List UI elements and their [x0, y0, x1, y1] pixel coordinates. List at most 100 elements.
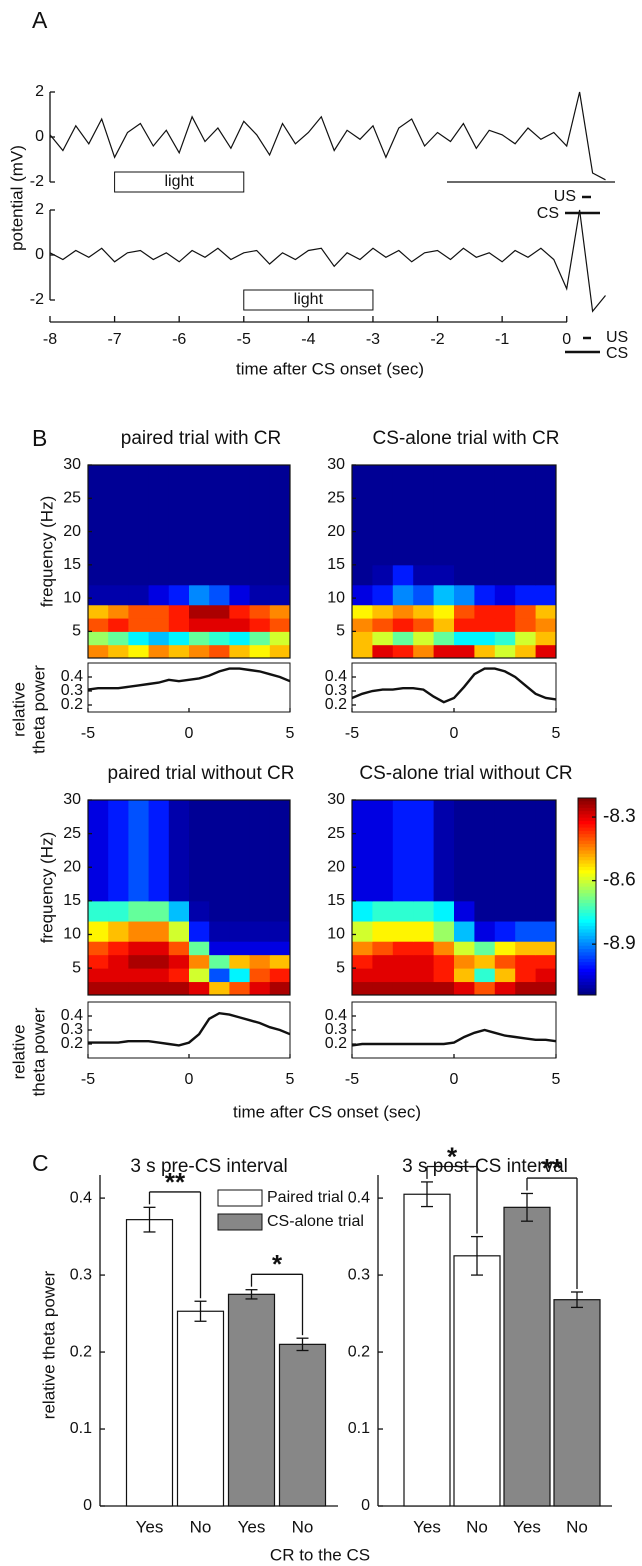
panel-label: B — [32, 425, 47, 451]
x-tick-label: 5 — [286, 725, 295, 742]
heat-cell — [189, 954, 210, 969]
y-tick-label: 30 — [327, 791, 345, 808]
marker-label: US — [606, 329, 628, 346]
heat-cell — [88, 644, 109, 659]
heat-cell — [108, 941, 129, 956]
colorbar-step — [578, 968, 596, 973]
x-tick-label: No — [292, 1517, 314, 1536]
heat-cell — [148, 981, 170, 996]
y-tick-label: 0.3 — [61, 682, 83, 699]
bar — [553, 1299, 601, 1507]
heat-cell — [229, 584, 251, 606]
heat-cell — [515, 564, 537, 586]
heat-cell — [229, 968, 251, 983]
bar — [403, 1193, 451, 1507]
x-tick-label: -8 — [43, 331, 57, 348]
heat-cell — [269, 564, 291, 586]
chart-title: CS-alone trial without CR — [359, 763, 572, 784]
heat-cell — [494, 921, 516, 942]
significance-label: * — [272, 1249, 283, 1279]
heat-cell — [189, 564, 210, 586]
chart-title: CS-alone trial with CR — [373, 428, 560, 449]
marker-label: US — [554, 188, 576, 205]
heat-cell — [454, 618, 475, 632]
colorbar-step — [578, 807, 596, 812]
heat-cell — [454, 800, 475, 902]
heat-cell — [148, 941, 170, 956]
heat-cell — [209, 604, 230, 619]
x-tick-label: 0 — [185, 1071, 194, 1088]
heat-cell — [189, 644, 210, 659]
heat-cell — [128, 800, 150, 902]
heat-cell — [494, 968, 516, 983]
heat-cell — [168, 800, 190, 902]
colorbar-step — [578, 958, 596, 963]
heat-cell — [535, 465, 557, 566]
light-box — [114, 171, 245, 193]
colorbar-step — [578, 985, 596, 989]
x-tick-label: Yes — [513, 1517, 541, 1536]
heat-cell — [413, 941, 435, 956]
colorbar-step — [578, 870, 596, 875]
error-bar — [571, 1291, 583, 1309]
heat-cell — [454, 921, 475, 942]
y-tick-label: 0.3 — [61, 1021, 83, 1038]
heat-cell — [128, 618, 150, 632]
heat-cell — [229, 465, 251, 566]
heat-cell — [88, 584, 109, 606]
y-tick-label: 0.1 — [70, 1420, 92, 1437]
heat-cell — [392, 604, 414, 619]
bar — [453, 1255, 501, 1507]
heat-cell — [392, 584, 414, 606]
heat-cell — [229, 644, 251, 659]
colorbar-step — [578, 981, 596, 986]
plot-frame — [87, 1001, 291, 1059]
y-axis-label: frequency (Hz) — [37, 832, 56, 943]
heat-cell — [189, 584, 210, 606]
heat-cell — [148, 584, 170, 606]
heat-cell — [108, 465, 129, 566]
colorbar-step — [578, 942, 596, 947]
heat-cell — [88, 968, 109, 983]
heat-cell — [433, 981, 455, 996]
colorbar-step — [578, 873, 596, 878]
colorbar-step — [578, 955, 596, 960]
trace — [49, 209, 606, 313]
y-tick-label: 30 — [327, 456, 345, 473]
y-tick-label: 0.3 — [325, 682, 347, 699]
heat-cell — [128, 968, 150, 983]
colorbar-step — [578, 840, 596, 845]
heat-cell — [454, 900, 475, 922]
heat-cell — [148, 900, 170, 922]
heat-cell — [433, 921, 455, 942]
colorbar-step — [578, 804, 596, 809]
heat-cell — [494, 631, 516, 646]
plot-frame — [87, 464, 291, 659]
y-tick-label: 20 — [327, 858, 345, 875]
legend-swatch — [217, 1189, 263, 1207]
heat-cell — [209, 644, 230, 659]
y-tick-label: 0.4 — [325, 1007, 347, 1024]
heat-cell — [535, 618, 557, 632]
theta-line — [351, 667, 557, 704]
y-tick-label: 2 — [35, 83, 44, 100]
colorbar-step — [578, 906, 596, 911]
heat-cell — [515, 941, 537, 956]
y-tick-label: 0.4 — [61, 668, 83, 685]
heat-cell — [494, 941, 516, 956]
heat-cell — [128, 921, 150, 942]
y-tick-label: 5 — [72, 959, 81, 976]
heat-cell — [88, 631, 109, 646]
legend-label: Paired trial — [267, 1189, 343, 1206]
heat-cell — [372, 644, 394, 659]
x-tick-label: -5 — [345, 725, 359, 742]
heat-cell — [535, 584, 557, 606]
heat-cell — [515, 954, 537, 969]
y-axis-label: theta power — [29, 665, 48, 754]
heat-cell — [128, 564, 150, 586]
marker-label: CS — [606, 345, 628, 362]
x-tick-label: Yes — [238, 1517, 266, 1536]
heat-cell — [128, 644, 150, 659]
heat-cell — [494, 584, 516, 606]
chart-title: paired trial with CR — [121, 428, 282, 449]
